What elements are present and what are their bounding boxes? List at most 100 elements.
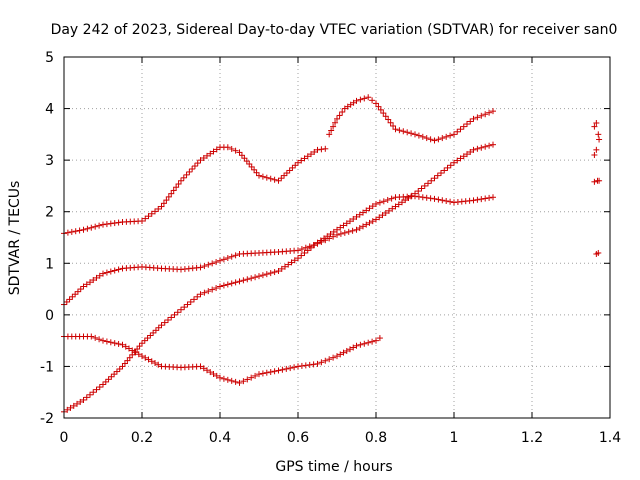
data-point: [139, 340, 145, 347]
chart-title: Day 242 of 2023, Sidereal Day-to-day VTE…: [51, 22, 618, 38]
data-point: [357, 341, 364, 348]
data-point: [286, 167, 293, 174]
data-point: [220, 282, 227, 289]
data-point: [232, 378, 239, 385]
data-point: [96, 384, 103, 391]
data-point: [434, 172, 441, 179]
data-point: [207, 150, 214, 157]
data-point: [382, 113, 389, 120]
data-point: [96, 222, 103, 229]
data-point: [132, 349, 139, 356]
data-point: [353, 342, 360, 349]
data-point: [321, 235, 327, 242]
data-point: [340, 222, 347, 229]
data-point: [380, 110, 387, 117]
data-point: [283, 365, 290, 372]
data-point: [369, 203, 376, 210]
data-point: [160, 200, 167, 207]
data-point: [311, 242, 318, 249]
data-point: [349, 227, 356, 234]
data-point: [210, 148, 217, 155]
data-point: [435, 136, 442, 143]
data-point: [267, 368, 274, 375]
data-point: [431, 175, 438, 182]
data-point: [478, 196, 485, 203]
data-point: [490, 194, 496, 201]
data-point: [457, 126, 464, 133]
data-point: [402, 197, 409, 204]
data-point: [591, 151, 598, 158]
data-point: [423, 135, 430, 142]
data-point: [115, 266, 122, 273]
data-point: [464, 121, 470, 128]
data-point: [435, 196, 442, 203]
data-point: [148, 358, 155, 365]
data-point: [386, 207, 392, 214]
data-point: [412, 131, 418, 138]
data-point: [67, 404, 74, 411]
data-point: [375, 103, 382, 110]
data-point: [161, 319, 168, 326]
data-point: [298, 157, 305, 164]
data-point: [201, 263, 208, 270]
data-point: [232, 279, 239, 286]
data-point: [278, 175, 285, 182]
data-point: [345, 228, 352, 235]
data-point: [281, 172, 288, 179]
data-point: [389, 205, 396, 212]
data-point: [217, 283, 223, 290]
data-point: [158, 322, 165, 329]
data-point: [77, 398, 84, 405]
data-point: [275, 268, 282, 275]
x-tick-label: 0.4: [209, 430, 231, 446]
data-point: [108, 373, 115, 380]
data-point: [360, 209, 366, 216]
data-point: [244, 376, 251, 383]
x-tick-label: 1.2: [521, 430, 543, 446]
data-point: [103, 338, 110, 345]
data-point: [80, 226, 87, 233]
data-point: [441, 167, 448, 174]
data-point: [115, 340, 122, 347]
data-point: [96, 336, 103, 343]
axis-ticks: 0 0.2 0.4 0.6 0.8 1 1.2 1.4 -2 -1 0 1 2 3 4 5: [40, 50, 621, 446]
data-point: [357, 96, 364, 103]
data-point: [486, 109, 493, 116]
data-point: [232, 147, 239, 154]
data-point: [240, 378, 247, 385]
data-point: [165, 317, 171, 324]
y-tick-label: 4: [45, 102, 54, 118]
data-point: [387, 119, 394, 126]
data-point: [404, 129, 411, 136]
data-point: [175, 180, 182, 187]
data-point: [64, 406, 71, 413]
data-point: [337, 224, 344, 231]
data-point: [412, 193, 418, 200]
data-point: [139, 217, 145, 224]
data-point: [152, 359, 158, 366]
data-point: [244, 276, 251, 283]
data-point: [460, 123, 467, 130]
data-point: [271, 368, 278, 375]
data-point: [259, 370, 266, 377]
data-point: [350, 344, 357, 351]
data-point: [298, 362, 305, 369]
data-point: [390, 122, 397, 129]
data-point: [248, 275, 255, 282]
data-point: [194, 160, 201, 167]
data-point: [155, 324, 162, 331]
data-point: [301, 155, 308, 162]
data-point: [186, 168, 193, 175]
data-point: [220, 256, 227, 263]
data-point: [425, 180, 431, 187]
data-point: [90, 277, 97, 284]
data-point: [373, 216, 379, 223]
data-point: [80, 396, 87, 403]
data-point: [326, 356, 333, 363]
x-tick-label: 0.2: [131, 430, 153, 446]
data-point: [408, 130, 415, 137]
data-point: [232, 252, 239, 259]
data-point: [439, 135, 446, 142]
data-point: [93, 386, 100, 393]
y-tick-label: 1: [45, 256, 54, 272]
